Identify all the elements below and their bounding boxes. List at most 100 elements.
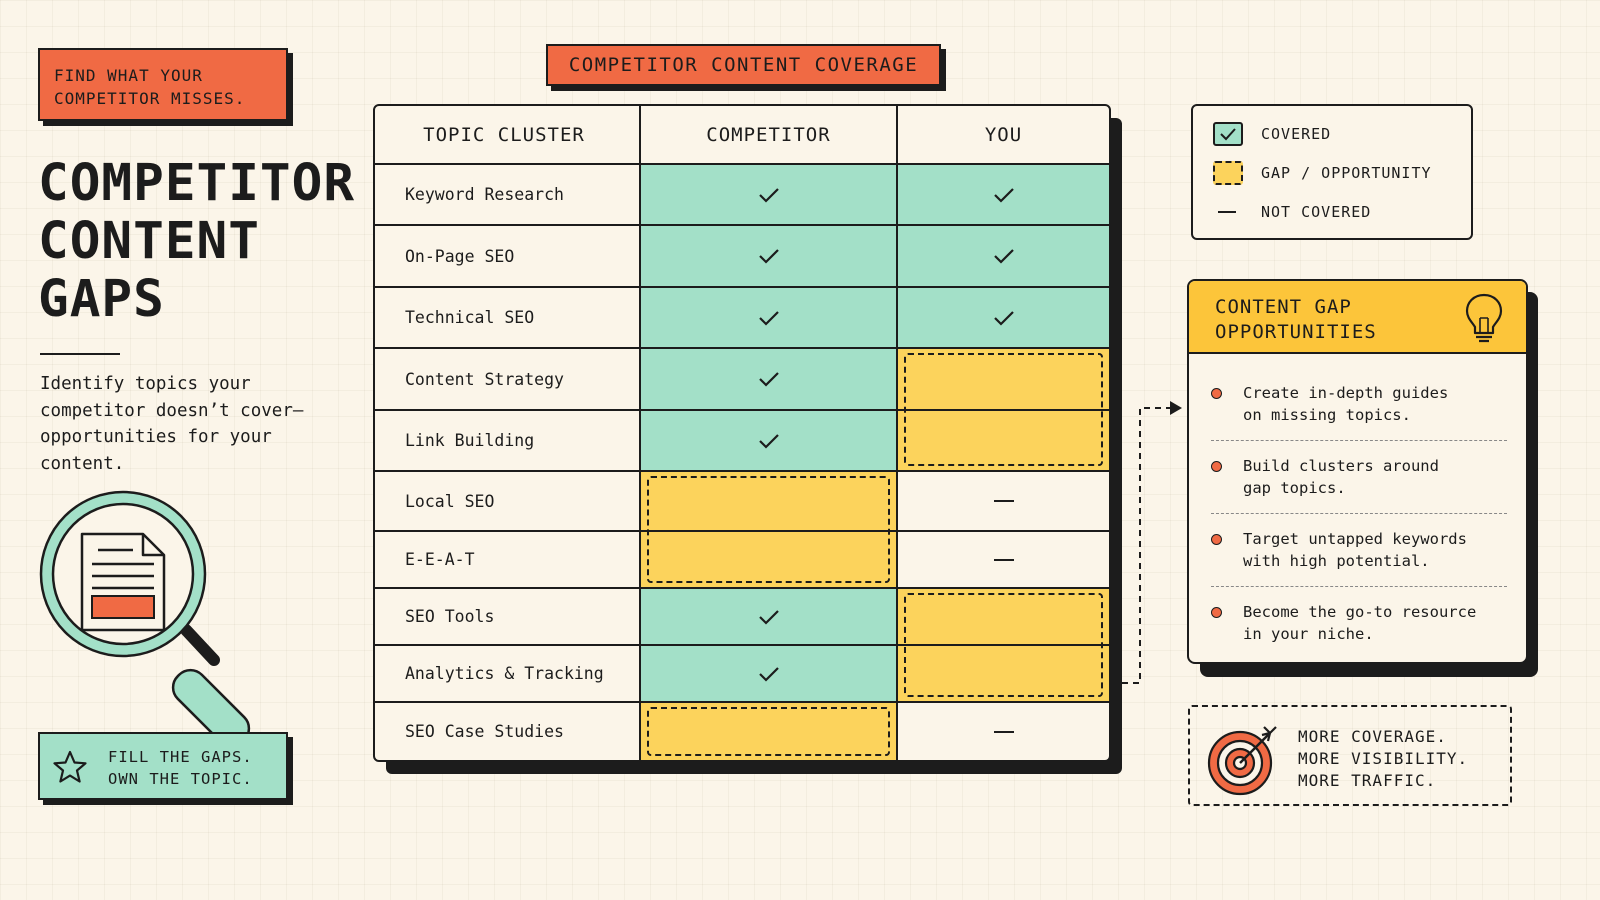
bullet-icon: [1211, 607, 1222, 618]
opportunity-3-line1: Target untapped keywords: [1243, 530, 1467, 548]
gap-outline: [904, 593, 1103, 697]
check-icon: [1213, 122, 1243, 146]
connector-arrow: [1122, 401, 1182, 684]
check-icon: [758, 666, 779, 682]
you-cell-gap: [898, 349, 1109, 409]
gap-outline: [647, 476, 890, 583]
dash-icon: [993, 730, 1014, 733]
opportunity-2-line1: Build clusters around: [1243, 457, 1439, 475]
opportunity-1-line1: Create in-depth guides: [1243, 384, 1449, 402]
target-icon: [1207, 726, 1277, 796]
topic-cell: E-E-A-T: [375, 532, 641, 587]
table-row: Link Building: [375, 409, 1109, 470]
table-row: E-E-A-T: [375, 530, 1109, 587]
you-cell-not_covered: [898, 703, 1109, 760]
topic-cell: Content Strategy: [375, 349, 641, 409]
table-row: Technical SEO: [375, 286, 1109, 347]
table-row: Keyword Research: [375, 163, 1109, 224]
magnifying-glass-document-icon: [39, 490, 251, 735]
you-cell-gap: [898, 646, 1109, 701]
competitor-cell-covered: [641, 646, 898, 701]
check-icon: [758, 609, 779, 625]
competitor-cell-covered: [641, 411, 898, 470]
fill-line1: FILL THE GAPS.: [108, 748, 253, 766]
page-title: COMPETITOR CONTENT GAPS: [38, 155, 355, 329]
column-header-competitor: COMPETITOR: [641, 106, 898, 163]
topic-cell: On-Page SEO: [375, 226, 641, 286]
legend-gap-label: GAP / OPPORTUNITY: [1261, 164, 1432, 182]
star-icon: [53, 750, 87, 783]
you-cell-covered: [898, 288, 1109, 347]
bullet-icon: [1211, 534, 1222, 545]
dash-icon: [993, 500, 1014, 502]
opportunity-item: Become the go-to resource in your niche.: [1209, 601, 1509, 645]
intro-tag-line1: FIND WHAT YOUR: [54, 66, 203, 85]
check-icon: [758, 433, 779, 449]
title-line2: CONTENT: [38, 212, 260, 271]
table-title: COMPETITOR CONTENT COVERAGE: [546, 44, 941, 86]
description: Identify topics your competitor doesn’t …: [40, 374, 304, 474]
you-cell-covered: [898, 226, 1109, 286]
intro-tag: FIND WHAT YOUR COMPETITOR MISSES.: [38, 48, 288, 121]
opportunity-2-line2: gap topics.: [1243, 479, 1346, 497]
check-icon: [758, 249, 779, 264]
table-header-row: TOPIC CLUSTER COMPETITOR YOU: [375, 106, 1109, 163]
opportunity-4-line1: Become the go-to resource: [1243, 603, 1477, 621]
gap-swatch-icon: [1213, 161, 1243, 185]
competitor-cell-covered: [641, 349, 898, 409]
column-header-you: YOU: [984, 123, 1023, 146]
legend-gap: GAP / OPPORTUNITY: [1213, 159, 1432, 187]
coverage-table: TOPIC CLUSTER COMPETITOR YOU Keyword Resear…: [373, 104, 1111, 762]
table-row: On-Page SEO: [375, 224, 1109, 286]
table-row: Local SEO: [375, 470, 1109, 530]
legend-not-covered: NOT COVERED: [1213, 198, 1371, 226]
bullet-icon: [1211, 461, 1222, 472]
opportunity-item: Build clusters around gap topics.: [1209, 455, 1509, 499]
legend-not-covered-label: NOT COVERED: [1261, 203, 1372, 221]
check-icon: [758, 372, 779, 387]
topic-cell: Local SEO: [375, 472, 641, 530]
competitor-cell-gap: [641, 472, 898, 530]
check-icon: [758, 310, 779, 326]
bullet-icon: [1211, 388, 1222, 399]
table-row: SEO Case Studies: [375, 701, 1109, 760]
table-row: SEO Tools: [375, 587, 1109, 644]
dash-icon: [1213, 200, 1243, 224]
opportunity-item: Target untapped keywords with high poten…: [1209, 528, 1509, 572]
opportunities-title-line1: CONTENT GAP: [1215, 296, 1352, 318]
competitor-cell-covered: [641, 226, 898, 286]
check-icon: [993, 187, 1014, 203]
opportunity-divider: [1211, 513, 1507, 514]
you-cell-gap: [898, 589, 1109, 644]
you-cell-gap: [898, 411, 1109, 470]
topic-cell: Technical SEO: [375, 288, 641, 347]
check-icon: [758, 187, 779, 203]
opportunity-1-line2: on missing topics.: [1243, 406, 1411, 424]
title-line3: GAPS: [38, 270, 165, 329]
intro-tag-line2: COMPETITOR MISSES.: [54, 89, 246, 108]
title-line1: COMPETITOR: [38, 154, 356, 213]
competitor-cell-covered: [641, 589, 898, 644]
topic-cell: Analytics & Tracking: [375, 646, 641, 701]
check-icon: [993, 310, 1014, 326]
legend-covered: COVERED: [1213, 120, 1331, 148]
fill-line2: OWN THE TOPIC.: [108, 770, 253, 788]
topic-cell: Keyword Research: [375, 165, 641, 224]
opportunities-title-line2: OPPORTUNITIES: [1215, 321, 1377, 343]
outcome-line3: MORE TRAFFIC.: [1298, 771, 1437, 790]
you-cell-covered: [898, 165, 1109, 224]
competitor-cell-gap: [641, 532, 898, 587]
outcome-box: MORE COVERAGE. MORE VISIBILITY. MORE TRA…: [1188, 705, 1512, 806]
table-row: Content Strategy: [375, 347, 1109, 409]
competitor-cell-covered: [641, 165, 898, 224]
outcome-line2: MORE VISIBILITY.: [1298, 749, 1469, 768]
opportunity-item: Create in-depth guides on missing topics…: [1209, 382, 1509, 426]
gap-outline: [904, 353, 1103, 466]
fill-the-gaps-banner: FILL THE GAPS. OWN THE TOPIC.: [38, 732, 288, 800]
dash-icon: [993, 558, 1014, 561]
gap-outline: [647, 707, 890, 756]
table-row: Analytics & Tracking: [375, 644, 1109, 701]
title-divider: [40, 353, 120, 355]
you-cell-not_covered: [898, 472, 1109, 530]
outcome-line1: MORE COVERAGE.: [1298, 727, 1447, 746]
